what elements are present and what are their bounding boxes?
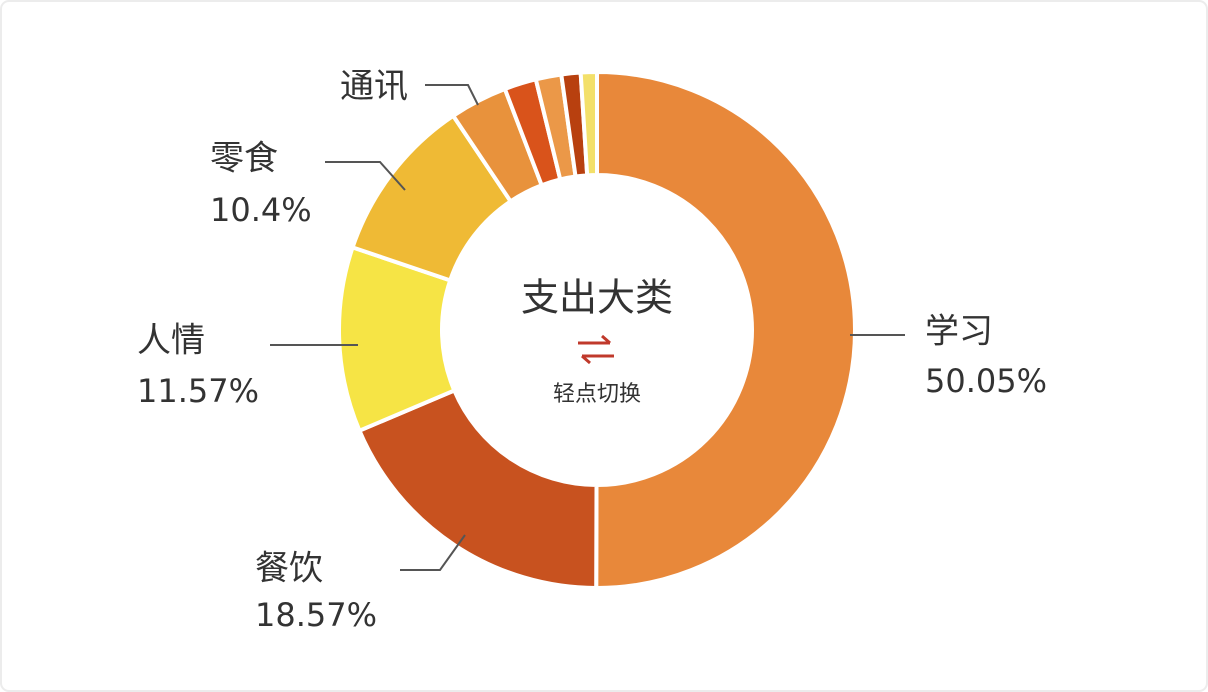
center-title[interactable]: 支出大类 bbox=[521, 276, 673, 320]
slice bbox=[356, 387, 599, 591]
slice-label: 零食 bbox=[210, 139, 278, 179]
leader-line bbox=[400, 534, 466, 571]
arrow-left bbox=[581, 354, 614, 365]
slice-label: 餐饮 bbox=[255, 549, 323, 589]
slice-label: 通讯 bbox=[340, 67, 408, 107]
leader-line bbox=[425, 84, 479, 106]
value-label: 10.4% bbox=[210, 191, 312, 229]
arrow-right bbox=[578, 334, 611, 345]
value-label: 18.57% bbox=[255, 596, 377, 634]
slice-label: 人情 bbox=[137, 321, 205, 361]
value-label: 11.57% bbox=[137, 372, 259, 410]
value-label: 50.05% bbox=[925, 362, 1047, 400]
center-hint[interactable]: 轻点切换 bbox=[553, 382, 641, 407]
switch-icon[interactable] bbox=[578, 334, 614, 365]
slice bbox=[594, 69, 857, 590]
leader-line bbox=[325, 161, 406, 191]
slice-label: 学习 bbox=[925, 312, 993, 352]
slice bbox=[578, 69, 599, 178]
